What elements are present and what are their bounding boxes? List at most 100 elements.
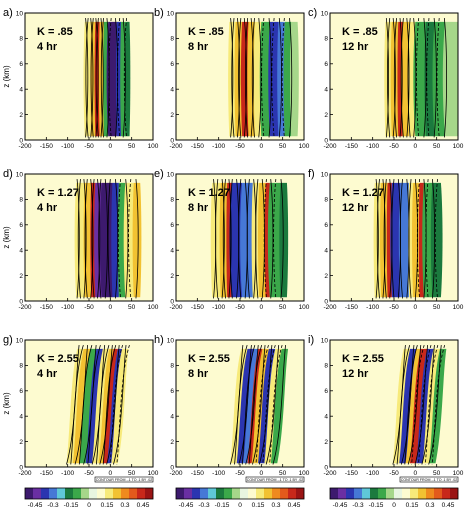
contour-line bbox=[123, 18, 127, 138]
y-tick-label: 0 bbox=[19, 137, 23, 144]
contour-line bbox=[98, 179, 102, 299]
colorbar-swatch bbox=[25, 488, 34, 499]
y-tick-label: 2 bbox=[170, 112, 174, 119]
y-tick-label: 10 bbox=[167, 171, 175, 178]
x-tick-label: -100 bbox=[212, 143, 225, 150]
colorbar-tick-label: 0.3 bbox=[271, 502, 280, 509]
contour-field bbox=[176, 174, 304, 301]
panel-label: i) bbox=[308, 334, 314, 346]
colorbar-tick-label: 0.45 bbox=[288, 502, 301, 509]
x-tick-label: 100 bbox=[453, 143, 464, 150]
colorbar-tick-label: 0.3 bbox=[120, 502, 129, 509]
x-tick-label: -150 bbox=[40, 304, 53, 311]
contour-line bbox=[399, 18, 403, 138]
contour-band bbox=[132, 182, 142, 298]
panel-f: f) K = 1.27 12 hr -200 -150 -100 -50 0 50 100 0 2 4 6… bbox=[308, 168, 464, 311]
y-tick-label: 10 bbox=[16, 337, 24, 344]
x-tick-label: 0 bbox=[260, 470, 264, 477]
colorbar-tick-label: 0.45 bbox=[137, 502, 150, 509]
x-tick-label: -100 bbox=[61, 470, 74, 477]
contour-band bbox=[229, 182, 245, 298]
colorbar-swatch bbox=[240, 488, 249, 499]
x-tick-label: 100 bbox=[299, 143, 310, 150]
contour-line bbox=[396, 344, 411, 465]
contour-line bbox=[272, 345, 286, 465]
contour-line bbox=[375, 179, 379, 299]
y-tick-label: 0 bbox=[19, 464, 23, 471]
x-tick-label: 50 bbox=[279, 143, 287, 150]
contour-line bbox=[255, 344, 269, 465]
x-tick-label: -200 bbox=[18, 470, 31, 477]
contour-line bbox=[432, 179, 436, 299]
y-tick-label: 8 bbox=[324, 36, 328, 43]
k-label: K = 2.55 bbox=[342, 353, 384, 365]
x-tick-label: -200 bbox=[18, 143, 31, 150]
y-tick-label: 2 bbox=[19, 112, 23, 119]
x-tick-label: -100 bbox=[212, 470, 225, 477]
contour-line bbox=[117, 179, 121, 299]
contour-line bbox=[90, 18, 94, 138]
contour-band bbox=[74, 182, 87, 298]
contour-line bbox=[428, 345, 442, 465]
contour-line bbox=[125, 179, 129, 299]
x-tick-label: -200 bbox=[18, 304, 31, 311]
y-tick-label: 6 bbox=[19, 61, 23, 68]
colorbar-swatch bbox=[192, 488, 201, 499]
contour-line bbox=[270, 179, 274, 299]
panel-label: g) bbox=[3, 334, 13, 346]
contour-line bbox=[90, 179, 94, 299]
x-tick-label: -150 bbox=[191, 304, 204, 311]
colorbar-tick-label: -0.45 bbox=[28, 502, 43, 509]
contour-line bbox=[76, 179, 80, 299]
contour-line bbox=[106, 345, 120, 465]
x-tick-label: -150 bbox=[191, 143, 204, 150]
contour-info-box bbox=[245, 476, 305, 483]
contour-line bbox=[411, 344, 425, 465]
contour-line bbox=[222, 179, 226, 299]
contour-line bbox=[400, 18, 404, 138]
y-tick-label: 6 bbox=[324, 222, 328, 229]
contour-band bbox=[399, 348, 417, 464]
contour-band bbox=[111, 348, 129, 464]
y-tick-label: 8 bbox=[19, 363, 23, 370]
colorbar-swatch bbox=[402, 488, 411, 499]
contour-line bbox=[102, 344, 117, 465]
contour-band bbox=[111, 182, 121, 298]
x-tick-label: 50 bbox=[128, 470, 136, 477]
contour-line bbox=[230, 18, 234, 138]
contour-line bbox=[100, 18, 104, 138]
contour-info-text: CONTOUR FROM -.1 TO .1 BY .02 bbox=[247, 478, 303, 482]
contour-line bbox=[421, 345, 435, 465]
colorbar-swatch bbox=[224, 488, 233, 499]
y-tick-label: 4 bbox=[19, 414, 23, 421]
contour-line bbox=[387, 18, 391, 138]
colorbar-tick-label: -0.3 bbox=[198, 502, 210, 509]
contour-field bbox=[330, 340, 458, 467]
x-tick-label: 100 bbox=[453, 470, 464, 477]
x-tick-label: -150 bbox=[40, 470, 53, 477]
colorbar-tick-label: -0.45 bbox=[179, 502, 194, 509]
contour-line bbox=[382, 179, 386, 299]
contour-line bbox=[117, 18, 121, 138]
contour-band bbox=[290, 21, 299, 137]
y-tick-label: 2 bbox=[324, 112, 328, 119]
x-tick-label: -100 bbox=[61, 304, 74, 311]
contour-field bbox=[176, 13, 304, 140]
time-label: 8 hr bbox=[188, 202, 209, 214]
colorbar-swatch bbox=[330, 488, 339, 499]
contour-line bbox=[234, 344, 248, 465]
y-tick-label: 2 bbox=[324, 273, 328, 280]
colorbar-swatch bbox=[81, 488, 90, 499]
y-tick-label: 0 bbox=[324, 464, 328, 471]
contour-line bbox=[108, 18, 112, 138]
contour-info-text: CONTOUR FROM -.1 TO .1 BY .02 bbox=[96, 478, 152, 482]
colorbar-swatch bbox=[121, 488, 130, 499]
colorbar-tick-label: -0.15 bbox=[215, 502, 230, 509]
y-tick-label: 4 bbox=[324, 87, 328, 94]
x-tick-label: -150 bbox=[345, 470, 358, 477]
x-tick-label: -200 bbox=[169, 304, 182, 311]
contour-line bbox=[78, 344, 93, 465]
contour-line bbox=[393, 18, 397, 138]
colorbar-tick-label: 0 bbox=[392, 502, 396, 509]
x-tick-label: 0 bbox=[260, 143, 264, 150]
